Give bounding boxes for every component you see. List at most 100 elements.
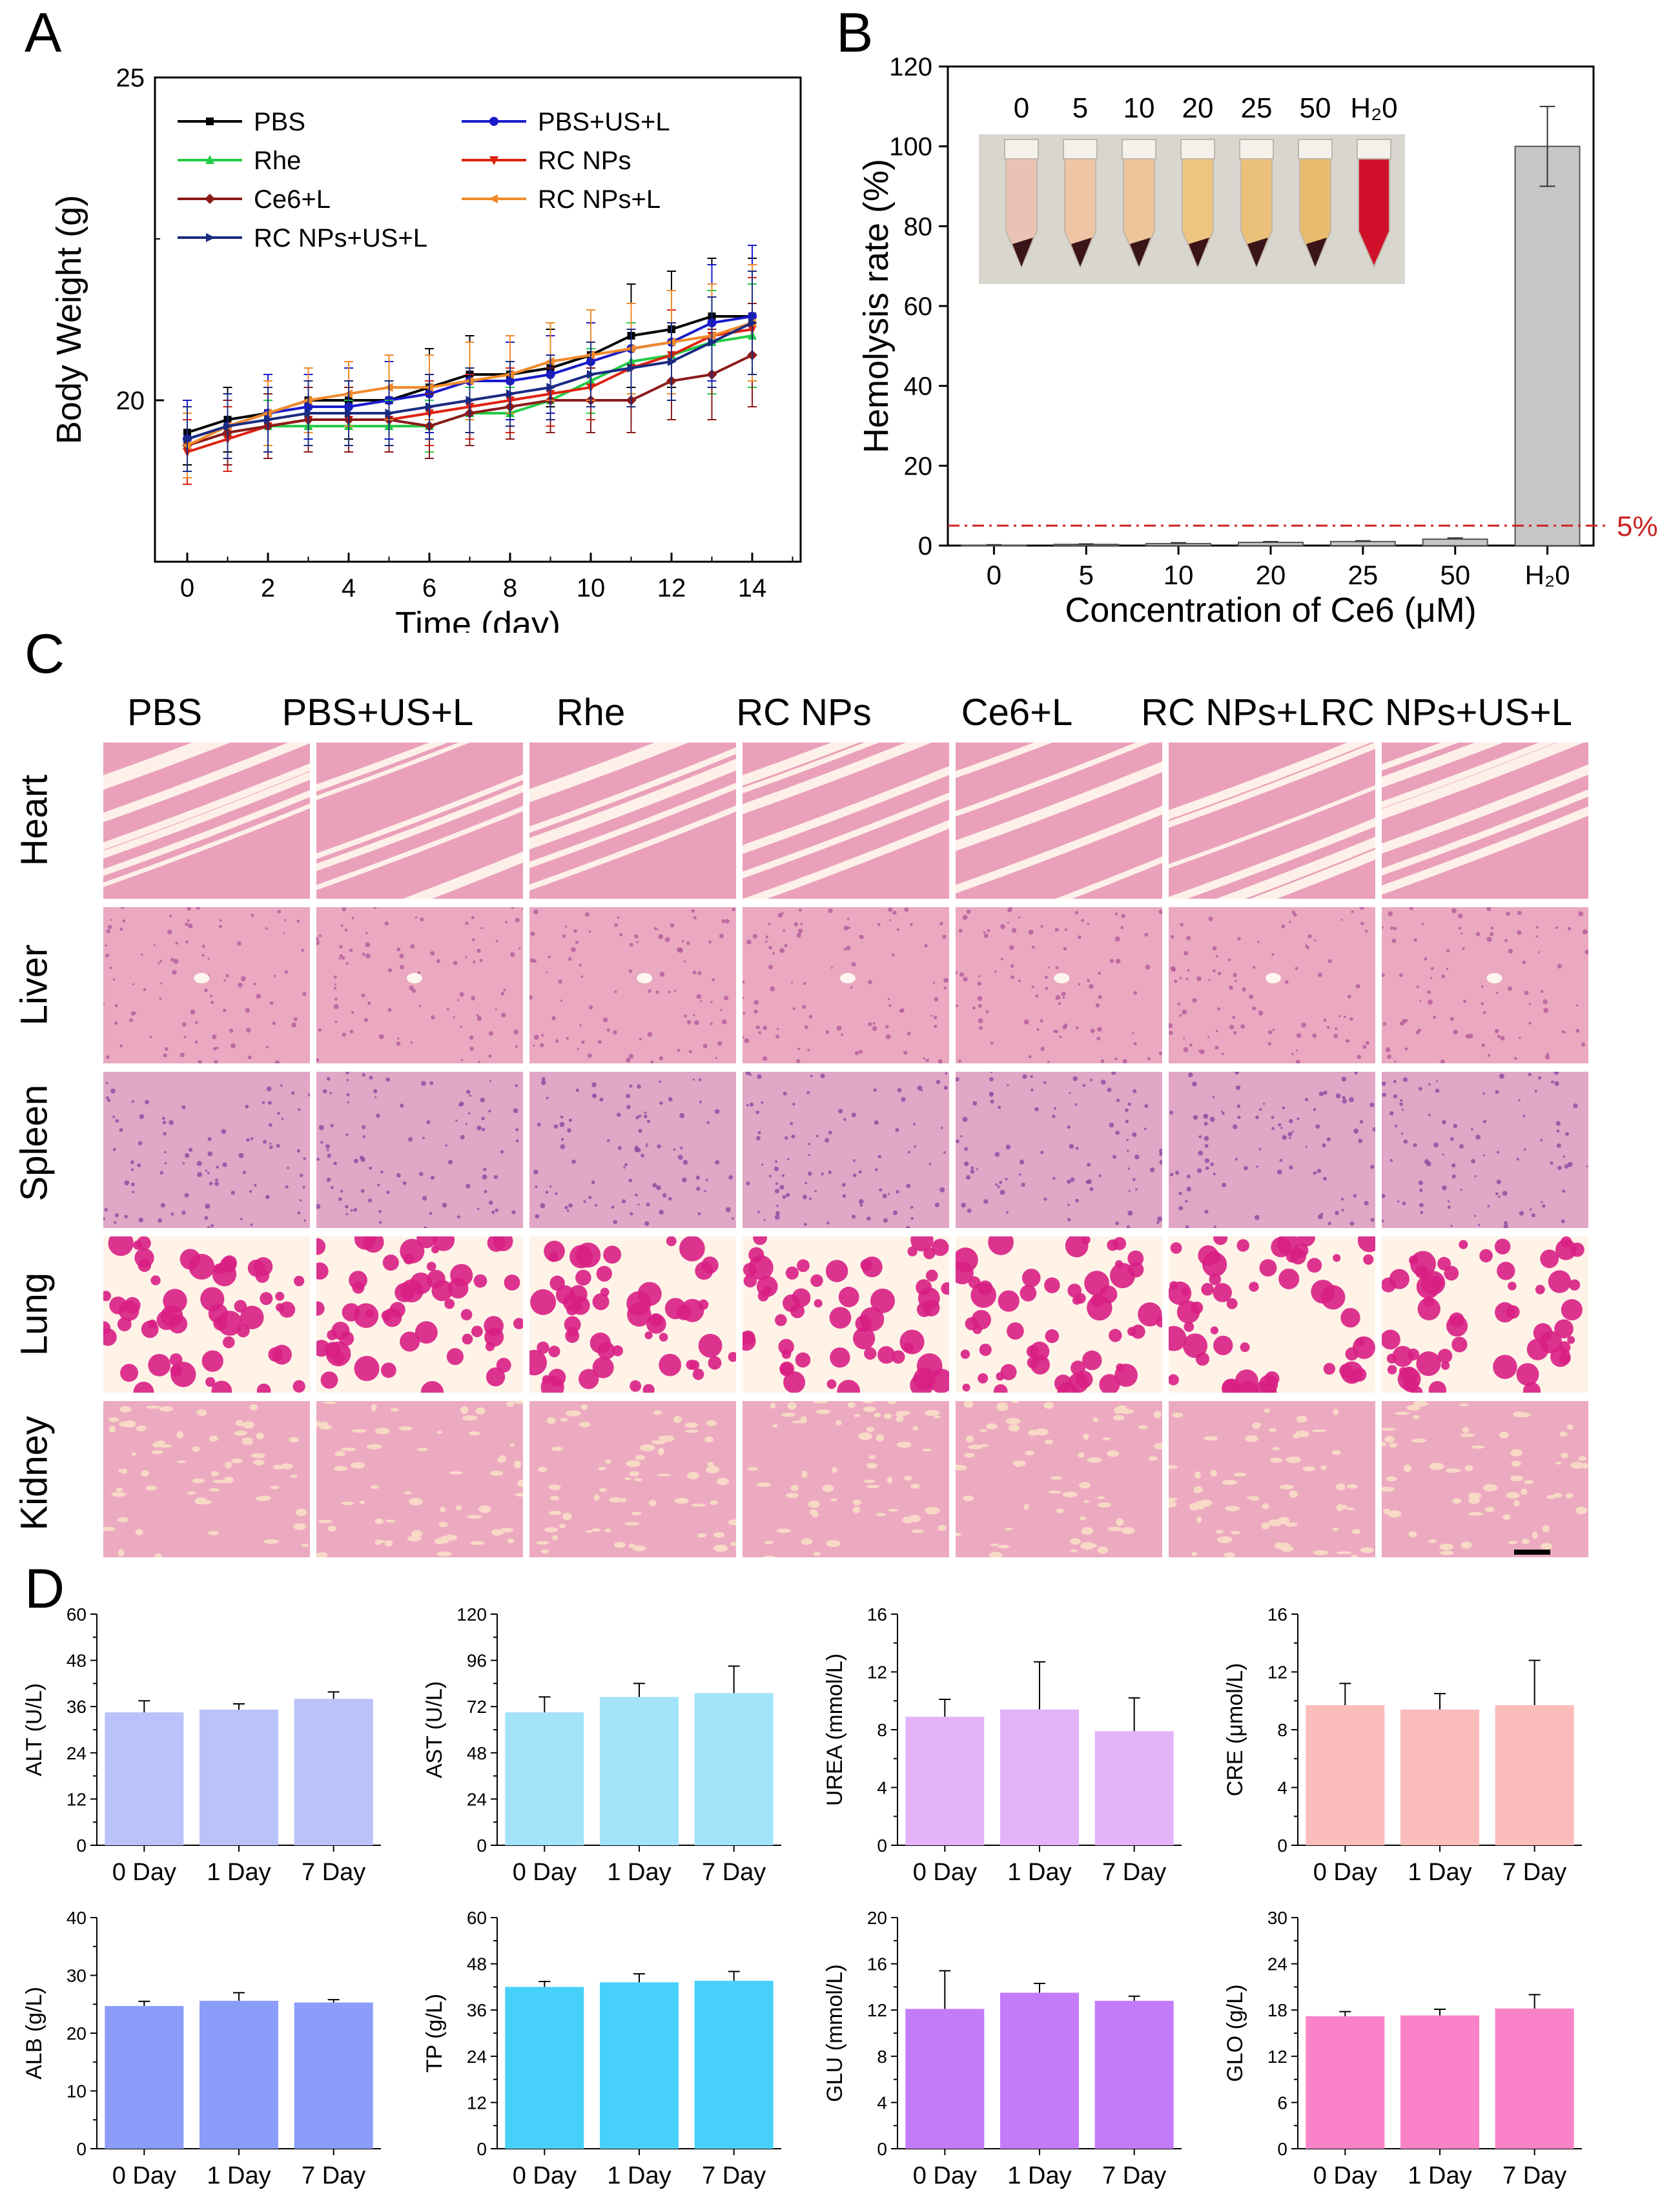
tissue-background [743,907,949,1063]
tubule [626,1460,641,1468]
tissue-cell [932,981,936,984]
tissue-cell [1259,1259,1277,1277]
tissue-cell [495,1208,499,1213]
tissue-cell [1063,947,1067,951]
tissue-cell [1100,1080,1106,1085]
bar [905,1716,985,1845]
tubule [1446,1468,1461,1473]
tissue-cell [1052,1176,1056,1180]
tissue-cell [983,933,989,938]
tissue-cell [496,1358,511,1373]
tissue-cell [1475,1134,1481,1140]
tissue-cell [1184,1322,1194,1332]
tissue-cell [1382,1081,1386,1086]
tissue-cell [150,1275,161,1285]
tissue-cell [1482,1154,1486,1156]
tissue-cell [934,1025,938,1029]
tissue-cell [1075,1147,1079,1150]
tissue-cell [1067,1218,1071,1222]
tubule [876,1513,886,1517]
tubule [691,1503,706,1507]
tissue-cell [732,908,735,912]
tissue-cell [614,923,619,927]
tissue-cell [1486,936,1492,942]
tissue-cell [360,1189,365,1193]
tubule [440,1536,450,1541]
bar [1400,2015,1479,2149]
tissue-cell [699,1100,702,1103]
tubule [546,1417,556,1424]
tissue-cell [1061,992,1066,997]
tubule [1351,1555,1358,1557]
tissue-cell [198,1060,202,1063]
x-tick-label: 5 [1079,560,1094,590]
tissue-cell [1548,1270,1572,1293]
histology-grid: PBS PBS+US+L Rhe RC NPs Ce6+L RC NPs+L RC NPs+… [14,691,1611,1569]
tubule [544,1527,559,1533]
tissue-cell [913,1367,936,1391]
tissue-cell [374,1096,377,1098]
tissue-cell [1460,1189,1462,1191]
fiber-gap [1382,742,1584,820]
tissue-cell [1481,985,1484,988]
tissue-cell [277,910,282,914]
tissue-cell [1127,1102,1131,1106]
tissue-cell [983,931,986,934]
tubule [135,1529,143,1536]
tissue-cell [114,1021,118,1025]
fiber-gap [418,857,523,899]
histology-image [1382,1072,1588,1228]
tissue-cell [484,1327,504,1347]
tubule [146,1406,160,1409]
tissue-cell [652,1183,657,1188]
central-vein [840,973,856,983]
tubule [656,1473,671,1477]
tubule [295,1508,307,1517]
tissue-cell [1149,1167,1155,1173]
tissue-cell [910,1216,914,1220]
tissue-cell [1557,964,1562,969]
tissue-cell [617,1146,622,1151]
tissue-texture [1382,1401,1588,1557]
tissue-cell [785,1266,799,1280]
tissue-cell [1107,1087,1112,1092]
marker [206,118,214,125]
tubule [223,1477,234,1484]
histology-image [1382,907,1588,1063]
y-tick-label: 30 [1267,1908,1287,1928]
tubule [1295,1430,1309,1438]
tissue-cell [1281,924,1286,928]
bar [1422,538,1488,547]
tissue-cell [205,1169,208,1172]
tissue-cell [387,1008,392,1012]
fiber-gap [1169,742,1371,820]
tissue-cell [580,975,584,978]
tubule [978,1444,989,1447]
tissue-cell [212,1034,217,1039]
tubule [997,1402,1008,1409]
tissue-cell [275,1291,285,1301]
histology-image [743,1072,949,1228]
bar [905,2009,985,2149]
tissue-cell [400,1238,425,1264]
tissue-cell [1295,1060,1300,1063]
tissue-cell [548,1346,560,1358]
bar [1238,542,1304,547]
tissue-cell [837,1380,861,1393]
tissue-cell [870,1288,895,1313]
tissue-cell [635,1193,638,1196]
tissue-cell [776,1028,779,1030]
x-tick-label: 7 Day [1102,1859,1166,1886]
tissue-cell [115,1119,119,1123]
tubule [813,1551,821,1557]
tissue-cell [341,956,345,960]
tissue-cell [810,1074,813,1078]
tissue-cell [1522,960,1526,965]
tissue-cell [1513,1057,1517,1060]
tubule [866,1426,874,1433]
tube-cap [1004,139,1039,159]
tissue-cell [899,1009,903,1013]
tissue-cell [131,1168,134,1171]
tissue-cell [804,1025,808,1029]
tissue-cell [284,919,287,921]
